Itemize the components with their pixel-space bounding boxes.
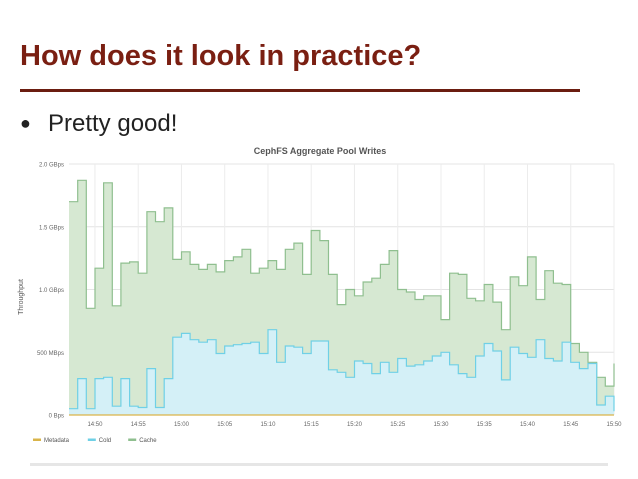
title-underline [20, 89, 580, 92]
legend: Metadata Cold Cache [33, 438, 157, 444]
y-tick-label: 1.0 GBps [39, 288, 64, 294]
line-cold [69, 329, 615, 412]
y-tick-label: 0 Bps [49, 414, 64, 420]
x-tick-label: 15:25 [390, 422, 406, 428]
ceph-pool-writes-chart: CephFS Aggregate Pool Writes Throughput … [18, 146, 622, 444]
line-cache [69, 179, 615, 387]
slide-title: How does it look in practice? [20, 40, 422, 72]
x-tick-label: 15:35 [477, 422, 493, 428]
x-tick-label: 15:45 [563, 422, 579, 428]
y-tick-label: 500 MBps [37, 351, 64, 357]
x-tick-label: 15:40 [520, 422, 536, 428]
bullet-dot-icon: ● [20, 113, 31, 133]
legend-label-metadata[interactable]: Metadata [44, 438, 70, 444]
bullet-item: ● Pretty good! [20, 110, 177, 138]
x-tick-label: 15:00 [174, 422, 190, 428]
legend-swatch-metadata [33, 438, 41, 441]
x-tick-label: 14:55 [131, 422, 147, 428]
x-tick-label: 14:50 [87, 422, 103, 428]
chart-title: CephFS Aggregate Pool Writes [254, 146, 387, 156]
bullet-text: Pretty good! [48, 110, 178, 137]
x-tick-label: 15:05 [217, 422, 233, 428]
x-tick-label: 15:20 [347, 422, 363, 428]
x-tick-label: 15:15 [304, 422, 320, 428]
area-cache [69, 180, 614, 412]
y-tick-label: 2.0 GBps [39, 163, 64, 169]
legend-swatch-cache [128, 438, 137, 441]
y-axis-label: Throughput [18, 279, 25, 315]
bottom-divider [30, 463, 608, 466]
legend-swatch-cold [87, 438, 96, 441]
x-tick-label: 15:30 [433, 422, 449, 428]
x-tick-label: 15:10 [260, 422, 276, 428]
y-tick-label: 1.5 GBps [39, 225, 64, 231]
legend-label-cold[interactable]: Cold [99, 438, 111, 444]
x-tick-label: 15:50 [606, 422, 622, 428]
legend-label-cache[interactable]: Cache [139, 438, 157, 444]
